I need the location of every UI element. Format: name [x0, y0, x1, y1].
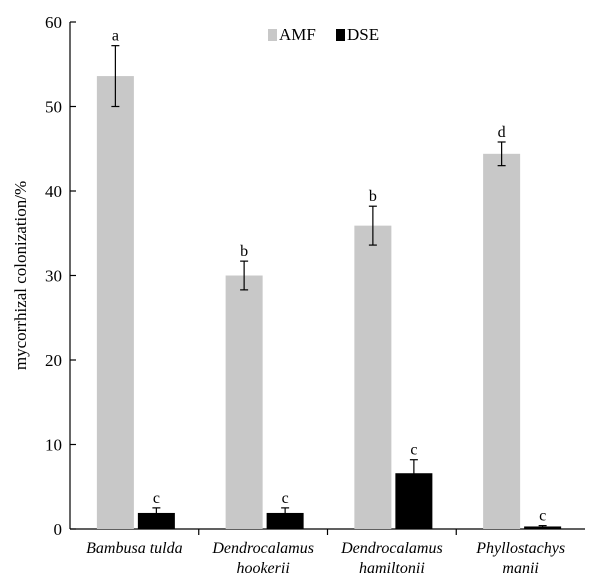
y-tick-label: 10 — [45, 436, 62, 455]
significance-letter: b — [240, 243, 248, 260]
y-axis-label: mycorrhizal colonization/% — [11, 181, 30, 370]
significance-letter: c — [539, 508, 546, 525]
x-category-label: Dendrocalamus — [211, 540, 314, 557]
x-category-label: Bambusa tulda — [86, 540, 182, 557]
legend-label-amf: AMF — [279, 25, 316, 44]
legend-swatch-amf — [268, 29, 277, 41]
bar-amf — [354, 225, 392, 529]
legend-swatch-dse — [336, 29, 345, 41]
significance-letter: a — [112, 28, 119, 45]
bar-amf — [483, 153, 521, 529]
x-category-label: Dendrocalamus — [340, 540, 443, 557]
x-category-label: Phyllostachys — [475, 540, 565, 557]
y-tick-label: 20 — [45, 351, 62, 370]
legend-label-dse: DSE — [347, 25, 379, 44]
y-tick-label: 50 — [45, 98, 62, 117]
y-tick-label: 30 — [45, 267, 62, 286]
x-category-label-line2: hookerii — [236, 560, 289, 577]
labels: Bambusa tulda Dendrocalamus hookerii Dendro… — [86, 28, 565, 577]
significance-letter: b — [369, 188, 377, 205]
bar-amf — [225, 275, 263, 529]
significance-letter: c — [153, 490, 160, 507]
legend: AMF DSE — [268, 25, 379, 44]
x-category-label-line2: manii — [502, 560, 538, 577]
y-tick-label: 60 — [45, 13, 62, 32]
significance-letter: d — [498, 124, 506, 141]
y-tick-label: 0 — [54, 520, 63, 539]
bar-amf — [96, 76, 134, 529]
x-category-label-line2: hamiltonii — [359, 560, 425, 577]
axes: 0 10 20 30 40 50 60 mycorrhizal colonization/% — [11, 13, 585, 539]
bars — [96, 45, 562, 529]
significance-letter: c — [282, 490, 289, 507]
bar-dse — [137, 512, 175, 529]
bar-dse — [266, 512, 304, 529]
y-tick-label: 40 — [45, 182, 62, 201]
significance-letter: c — [410, 442, 417, 459]
